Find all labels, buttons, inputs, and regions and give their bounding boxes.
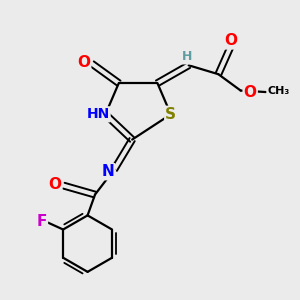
Text: HN: HN	[86, 107, 110, 121]
Text: N: N	[101, 164, 114, 179]
Text: O: O	[77, 55, 90, 70]
Text: O: O	[244, 85, 257, 100]
Text: F: F	[37, 214, 47, 229]
Text: O: O	[224, 33, 237, 48]
Text: H: H	[182, 50, 192, 64]
Text: S: S	[165, 107, 176, 122]
Text: CH₃: CH₃	[267, 86, 290, 96]
Text: O: O	[48, 177, 62, 192]
